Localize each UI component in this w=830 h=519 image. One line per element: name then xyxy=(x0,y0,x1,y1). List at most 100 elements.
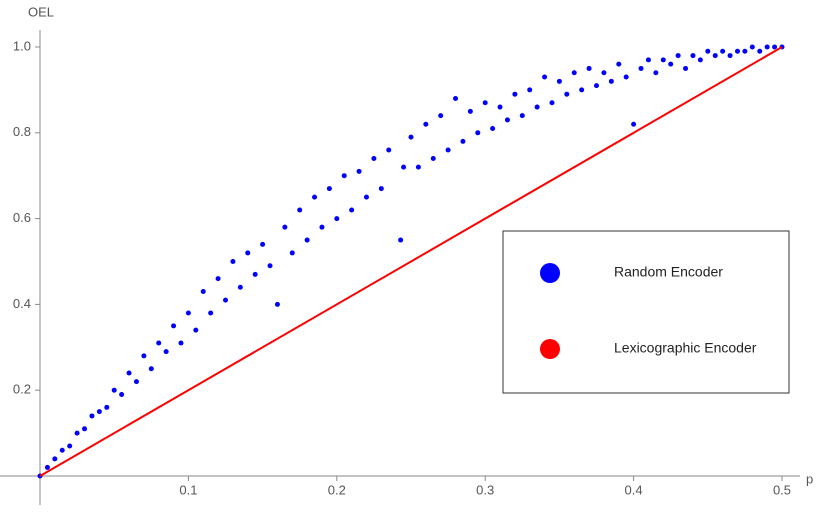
scatter-point xyxy=(252,271,258,277)
scatter-point xyxy=(460,138,466,144)
scatter-point xyxy=(542,74,548,80)
scatter-point xyxy=(119,391,125,397)
scatter-point xyxy=(690,53,696,59)
x-axis-label: p xyxy=(806,471,813,486)
scatter-point xyxy=(133,379,139,385)
y-tick-label: 0.8 xyxy=(13,124,31,139)
scatter-point xyxy=(200,289,206,295)
scatter-point xyxy=(349,207,355,213)
scatter-point xyxy=(312,194,318,200)
scatter-point xyxy=(378,186,384,192)
scatter-point xyxy=(453,95,459,101)
scatter-point xyxy=(467,108,473,114)
scatter-point xyxy=(564,91,570,97)
scatter-point xyxy=(727,53,733,59)
scatter-point xyxy=(148,366,154,372)
legend-label: Random Encoder xyxy=(614,264,723,280)
x-tick-label: 0.3 xyxy=(476,482,494,497)
scatter-point xyxy=(163,349,169,355)
scatter-point xyxy=(519,113,525,119)
scatter-point xyxy=(89,413,95,419)
scatter-point xyxy=(215,276,221,282)
scatter-point xyxy=(475,130,481,136)
scatter-point xyxy=(586,65,592,71)
scatter-point xyxy=(504,117,510,123)
scatter-point xyxy=(772,44,778,50)
scatter-point xyxy=(208,310,214,316)
scatter-point xyxy=(245,250,251,256)
scatter-point xyxy=(156,340,162,346)
scatter-point xyxy=(363,194,369,200)
x-tick-label: 0.1 xyxy=(179,482,197,497)
scatter-point xyxy=(660,57,666,63)
scatter-point xyxy=(668,61,674,67)
scatter-point xyxy=(415,164,421,170)
scatter-point xyxy=(82,426,88,432)
scatter-point xyxy=(749,44,755,50)
scatter-point xyxy=(423,121,429,127)
scatter-point xyxy=(601,70,607,76)
legend-box xyxy=(502,230,790,394)
scatter-point xyxy=(178,340,184,346)
scatter-point xyxy=(527,87,533,93)
scatter-point xyxy=(712,53,718,59)
scatter-point xyxy=(638,65,644,71)
scatter-point xyxy=(111,387,117,393)
scatter-point xyxy=(319,224,325,230)
scatter-point xyxy=(430,156,436,162)
scatter-point xyxy=(757,48,763,54)
scatter-point xyxy=(304,237,310,243)
scatter-point xyxy=(386,147,392,153)
scatter-point xyxy=(683,65,689,71)
scatter-point xyxy=(341,173,347,179)
scatter-point xyxy=(282,224,288,230)
scatter-point xyxy=(289,250,295,256)
scatter-point xyxy=(653,70,659,76)
legend-marker xyxy=(540,263,560,283)
legend-label: Lexicographic Encoder xyxy=(614,340,757,356)
scatter-point xyxy=(616,61,622,67)
scatter-point xyxy=(96,409,102,415)
scatter-point xyxy=(44,464,50,470)
scatter-point xyxy=(534,104,540,110)
scatter-point xyxy=(445,147,451,153)
y-tick-label: 0.4 xyxy=(13,296,31,311)
legend-marker xyxy=(540,339,560,359)
scatter-point xyxy=(223,297,228,303)
line xyxy=(39,46,783,477)
scatter-point xyxy=(623,74,629,80)
scatter-point xyxy=(594,83,599,89)
scatter-point xyxy=(141,353,147,359)
scatter-point xyxy=(579,87,585,93)
x-tick-label: 0.4 xyxy=(625,482,643,497)
scatter-point xyxy=(720,48,726,54)
scatter-point xyxy=(126,370,132,376)
scatter-point xyxy=(267,263,273,269)
scatter-point xyxy=(764,44,770,50)
y-tick-label: 0.2 xyxy=(13,382,31,397)
y-tick-label: 0.6 xyxy=(13,210,31,225)
scatter-point xyxy=(171,323,177,329)
scatter-point xyxy=(356,168,362,174)
scatter-point xyxy=(482,100,488,106)
scatter-point xyxy=(398,237,404,243)
scatter-point xyxy=(230,259,236,264)
scatter-point xyxy=(497,104,503,110)
scatter-point xyxy=(104,404,110,410)
x-tick-label: 0.5 xyxy=(773,482,791,497)
scatter-point xyxy=(645,57,651,63)
scatter-point xyxy=(260,241,266,247)
scatter-point xyxy=(297,207,303,213)
scatter-point xyxy=(185,310,191,316)
scatter-point xyxy=(237,284,243,290)
scatter-point xyxy=(274,301,280,307)
scatter-point xyxy=(742,48,748,54)
scatter-point xyxy=(734,48,740,54)
scatter-point xyxy=(334,216,340,222)
scatter-point xyxy=(571,70,577,76)
scatter-point xyxy=(371,156,377,162)
scatter-point xyxy=(705,48,711,54)
y-axis-label: OEL xyxy=(28,4,54,19)
scatter-point xyxy=(512,91,518,97)
